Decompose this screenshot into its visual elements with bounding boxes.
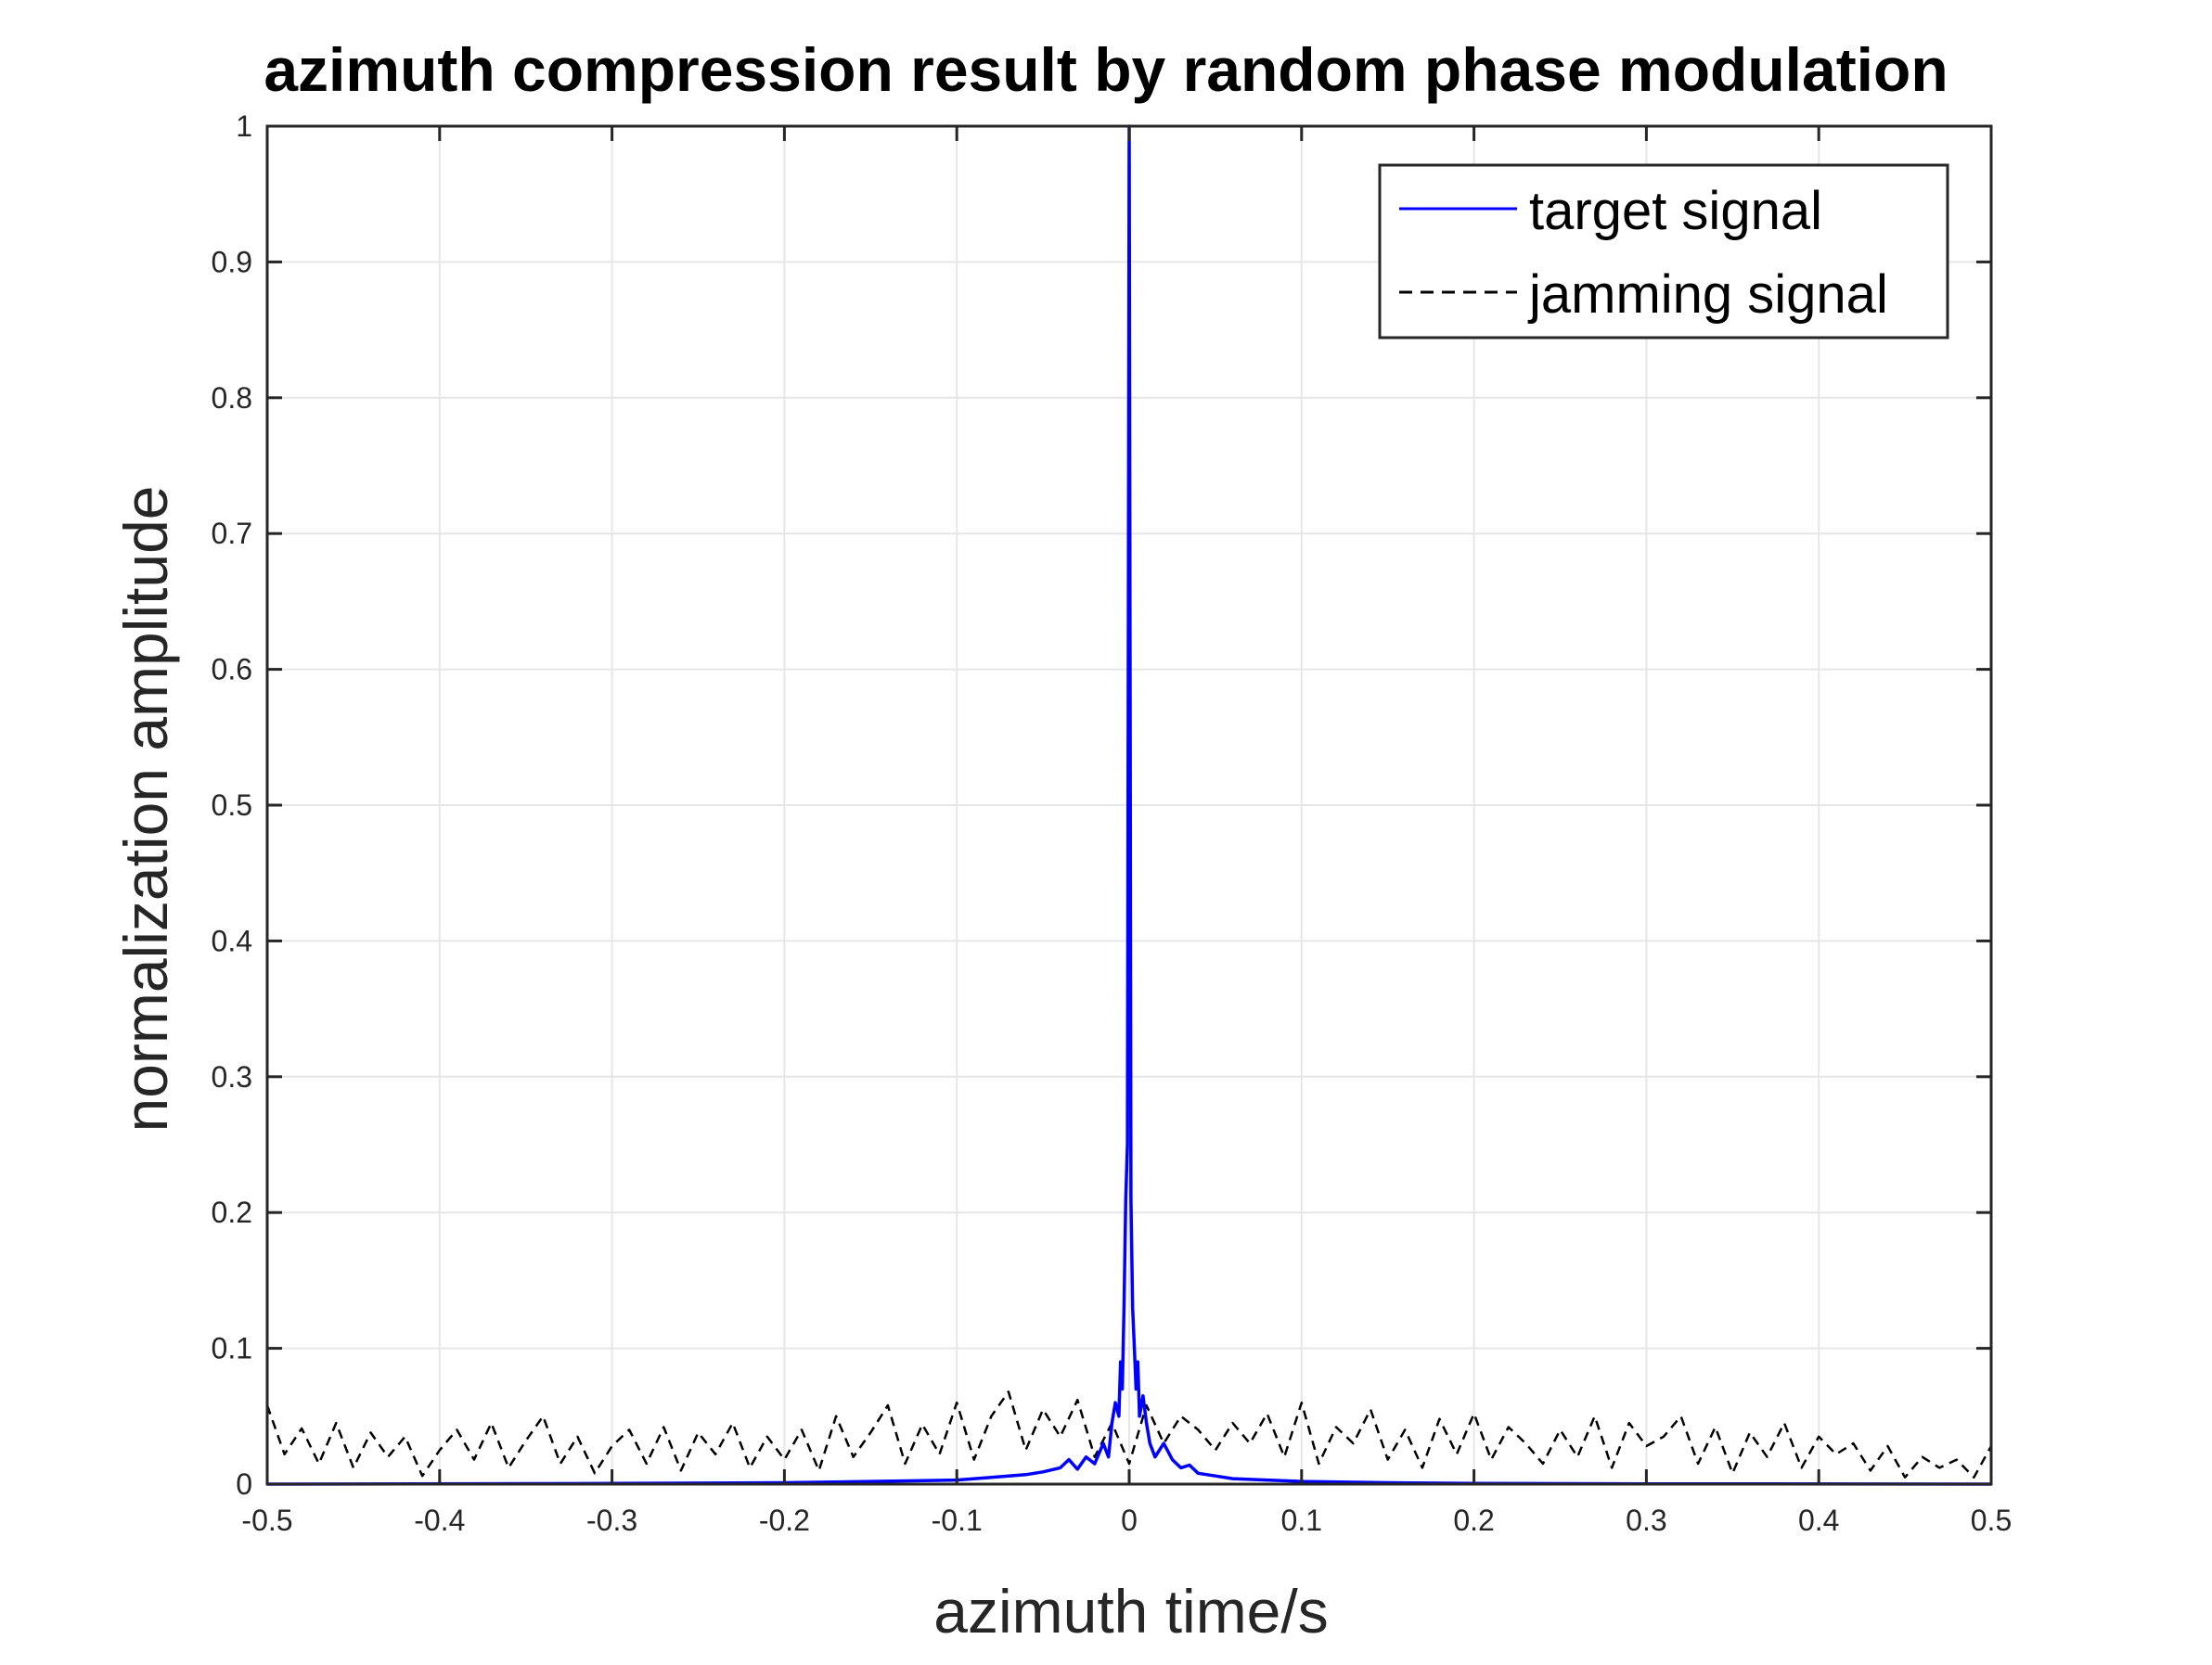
y-tick-label: 0.9 bbox=[212, 245, 252, 278]
x-tick-labels: -0.5 -0.4 -0.3 -0.2 -0.1 0 0.1 0.2 0.3 0.4 0.5 bbox=[241, 1504, 2012, 1537]
y-tick-label: 0.7 bbox=[212, 517, 252, 550]
y-tick-label: 1 bbox=[236, 109, 252, 143]
x-tick-label: -0.2 bbox=[759, 1504, 810, 1537]
x-tick-label: -0.5 bbox=[241, 1504, 292, 1537]
x-tick-label: 0.5 bbox=[1971, 1504, 2012, 1537]
y-tick-label: 0.6 bbox=[212, 653, 252, 686]
x-tick-label: 0.4 bbox=[1798, 1504, 1839, 1537]
legend-box bbox=[1378, 163, 1949, 339]
x-tick-label: 0.3 bbox=[1626, 1504, 1666, 1537]
y-tick-label: 0.2 bbox=[212, 1196, 252, 1229]
x-tick-label: -0.3 bbox=[586, 1504, 637, 1537]
x-tick-label: 0.1 bbox=[1281, 1504, 1322, 1537]
legend-label-target-signal: target signal bbox=[1529, 181, 1822, 241]
x-tick-label: -0.1 bbox=[932, 1504, 983, 1537]
y-tick-label: 0.4 bbox=[212, 924, 252, 957]
x-tick-label: -0.4 bbox=[414, 1504, 465, 1537]
series-line-jamming-signal bbox=[265, 1390, 1993, 1479]
legend: target signal jamming signal bbox=[1378, 163, 1949, 339]
y-tick-label: 0 bbox=[236, 1467, 252, 1501]
x-tick-label: 0 bbox=[1121, 1504, 1138, 1537]
y-axis-label: normalization amplitude bbox=[111, 485, 180, 1132]
x-tick-label: 0.2 bbox=[1453, 1504, 1494, 1537]
y-tick-label: 0.5 bbox=[212, 788, 252, 822]
y-tick-label: 0.3 bbox=[212, 1060, 252, 1094]
y-tick-label: 0.1 bbox=[212, 1332, 252, 1365]
y-tick-label: 0.8 bbox=[212, 381, 252, 415]
legend-label-jamming-signal: jamming signal bbox=[1527, 264, 1888, 325]
x-axis-label: azimuth time/s bbox=[933, 1577, 1328, 1646]
tick-marks bbox=[265, 124, 1993, 1486]
y-tick-labels: 0 0.1 0.2 0.3 0.4 0.5 0.6 0.7 0.8 0.9 1 bbox=[212, 109, 252, 1501]
chart-title: azimuth compression result by random pha… bbox=[264, 35, 1948, 104]
